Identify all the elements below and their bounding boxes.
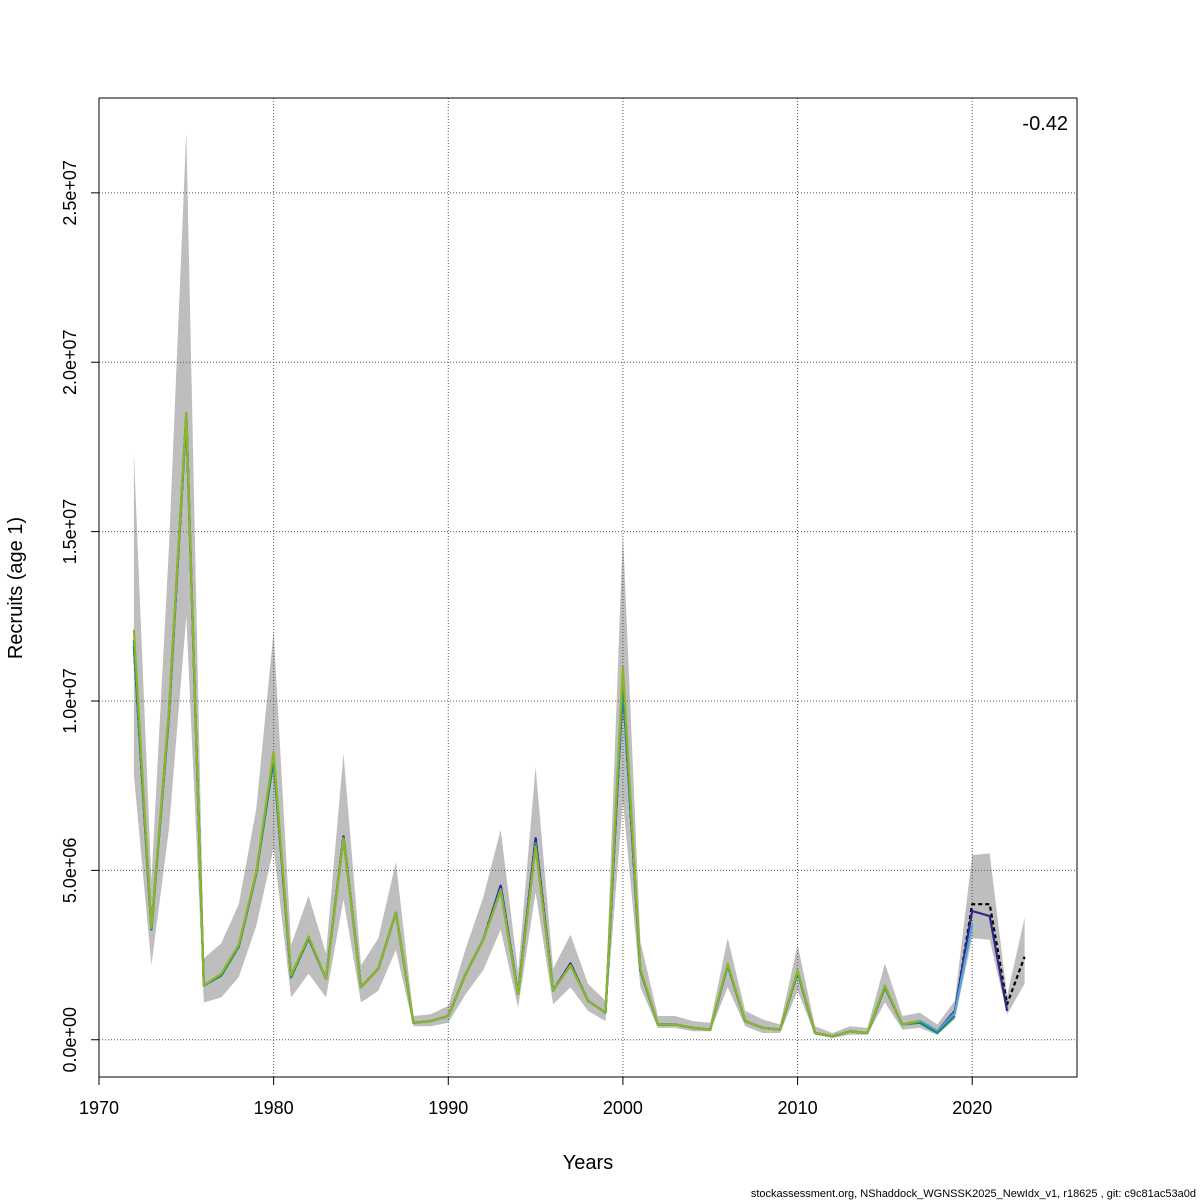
- x-tick-label: 1980: [254, 1098, 294, 1118]
- series-line-5: [132, 411, 921, 1038]
- y-tick-label: 2.0e+07: [60, 329, 80, 395]
- x-tick-label: 2020: [952, 1098, 992, 1118]
- x-tick-label: 1970: [79, 1098, 119, 1118]
- gridlines: [98, 98, 1077, 1077]
- confidence-band-layer: [133, 131, 1025, 1038]
- y-tick-label: 2.5e+07: [60, 160, 80, 226]
- y-axis: 0.0e+00 5.0e+06 1.0e+07 1.5e+07 2.0e+07 2.5e+…: [60, 160, 100, 1073]
- y-tick-label: 1.5e+07: [60, 499, 80, 565]
- footer-source: stockassessment.org, NShaddock_WGNSSK202…: [751, 1188, 1196, 1200]
- correlation-annotation: -0.42: [1022, 113, 1068, 135]
- x-tick-label: 2000: [603, 1098, 643, 1118]
- x-axis: 1970 1980 1990 2000 2010 2020: [79, 1076, 992, 1118]
- y-tick-label: 0.0e+00: [60, 1007, 80, 1073]
- y-axis-title: Recruits (age 1): [5, 517, 27, 659]
- series-line-3: [132, 413, 974, 1038]
- confidence-band: [133, 131, 1025, 1038]
- y-tick-label: 5.0e+06: [60, 838, 80, 904]
- series-layer: [132, 411, 1026, 1038]
- x-axis-title: Years: [563, 1152, 613, 1174]
- y-tick-label: 1.0e+07: [60, 668, 80, 734]
- x-tick-label: 2010: [778, 1098, 818, 1118]
- x-tick-label: 1990: [428, 1098, 468, 1118]
